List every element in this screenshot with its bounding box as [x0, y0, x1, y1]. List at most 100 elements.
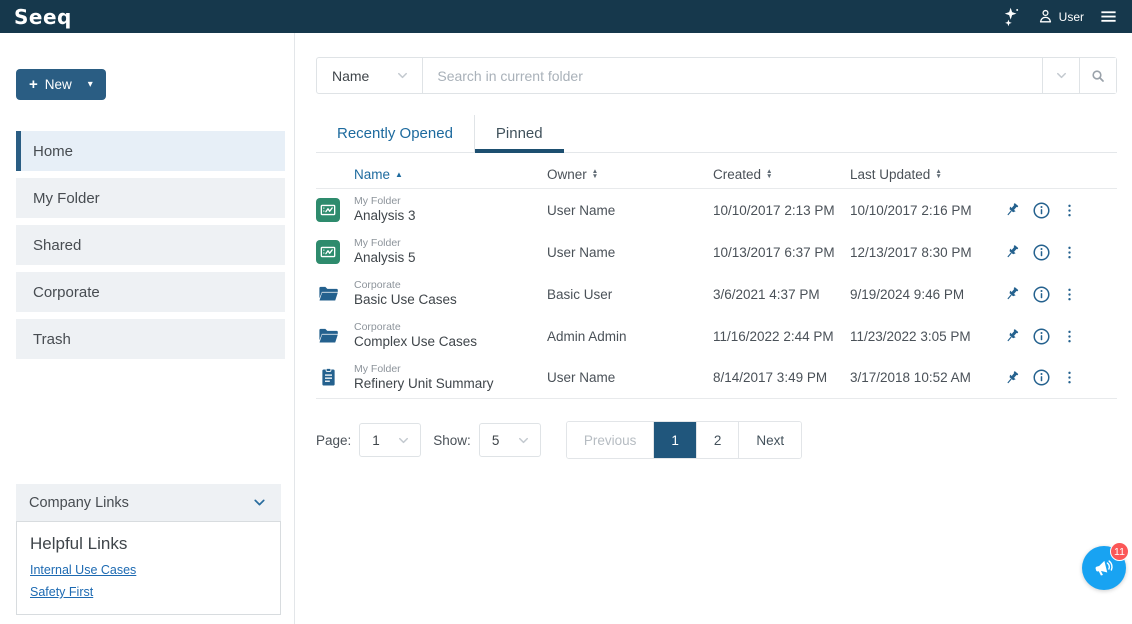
folder-icon [316, 324, 340, 348]
search-field-select[interactable]: Name [317, 58, 424, 93]
chevron-down-icon [395, 68, 410, 83]
ai-assistant-icon[interactable] [1001, 6, 1022, 27]
row-folder-label: My Folder [354, 195, 401, 207]
sidebar-item-home[interactable]: Home [16, 131, 285, 171]
tab-bar: Recently Opened Pinned [316, 115, 1117, 153]
sidebar-item-corporate[interactable]: Corporate [16, 272, 285, 312]
pagination-buttons: Previous 1 2 Next [565, 421, 803, 459]
chevron-down-icon [251, 494, 268, 511]
row-created: 3/6/2021 4:37 PM [713, 286, 820, 302]
kebab-menu-icon[interactable] [1062, 329, 1077, 344]
pin-icon[interactable] [1003, 201, 1021, 219]
new-button-label: New [44, 77, 72, 92]
search-icon [1090, 68, 1106, 84]
sidebar-item-my-folder[interactable]: My Folder [16, 178, 285, 218]
table-header: Name ▲ Owner ▲ ▼ Created ▲ ▼ Last Updated … [316, 160, 1117, 189]
topic-document-icon [316, 366, 340, 390]
info-icon[interactable] [1032, 201, 1051, 220]
column-header-owner[interactable]: Owner ▲ ▼ [547, 166, 599, 182]
plus-icon: + [29, 76, 38, 93]
main-content: Name Recently Opened Pinned Name ▲ [296, 33, 1132, 624]
row-folder-label: My Folder [354, 362, 401, 375]
helpful-links-box: Helpful Links Internal Use Cases Safety … [16, 521, 281, 615]
seeq-logo[interactable]: Seeq [14, 4, 72, 29]
kebab-menu-icon[interactable] [1062, 287, 1077, 302]
search-field-value: Name [332, 67, 370, 84]
row-owner: User Name [547, 370, 616, 385]
row-folder-label: Corporate [354, 321, 401, 333]
documents-table: Name ▲ Owner ▲ ▼ Created ▲ ▼ Last Updated … [316, 160, 1117, 399]
search-history-button[interactable] [1042, 58, 1079, 93]
row-name-link[interactable]: Basic Use Cases [354, 292, 457, 308]
user-menu-label: User [1058, 9, 1084, 24]
table-row[interactable]: Corporate Complex Use Cases Admin Admin … [316, 315, 1117, 357]
tab-recently-opened[interactable]: Recently Opened [337, 125, 453, 142]
company-links-section: Company Links Helpful Links Internal Use… [16, 484, 281, 615]
chevron-down-icon [396, 433, 411, 448]
search-bar: Name [316, 57, 1117, 94]
search-button[interactable] [1079, 58, 1116, 93]
sort-ascending-icon: ▲ [395, 169, 403, 179]
analysis-icon [316, 198, 340, 222]
previous-page-button[interactable]: Previous [566, 422, 655, 458]
megaphone-icon [1093, 557, 1116, 580]
row-updated: 3/17/2018 10:52 AM [850, 370, 971, 385]
page-select[interactable]: 1 [359, 423, 422, 457]
info-icon[interactable] [1032, 368, 1051, 387]
link-safety-first[interactable]: Safety First [30, 585, 94, 599]
new-button[interactable]: + New ▾ [16, 69, 106, 100]
kebab-menu-icon[interactable] [1062, 370, 1077, 385]
column-header-last-updated[interactable]: Last Updated ▲ ▼ [850, 166, 942, 182]
notification-badge: 11 [1110, 542, 1129, 561]
row-name-link[interactable]: Complex Use Cases [354, 334, 478, 350]
sort-icon: ▲ ▼ [935, 168, 942, 180]
next-page-button[interactable]: Next [739, 422, 802, 458]
sidebar-item-shared[interactable]: Shared [16, 225, 285, 265]
topbar: Seeq User [0, 0, 1132, 33]
user-icon [1037, 8, 1054, 25]
pin-icon[interactable] [1003, 327, 1021, 345]
table-row[interactable]: My Folder Analysis 5 User Name 10/13/201… [316, 231, 1117, 273]
link-internal-use-cases[interactable]: Internal Use Cases [30, 563, 137, 577]
announcements-button[interactable]: 11 [1082, 542, 1129, 590]
table-row[interactable]: My Folder Analysis 3 User Name 10/10/201… [316, 189, 1117, 231]
pin-icon[interactable] [1003, 369, 1021, 387]
row-owner: User Name [547, 244, 616, 260]
row-name-link[interactable]: Analysis 3 [354, 208, 416, 224]
table-row[interactable]: Corporate Basic Use Cases Basic User 3/6… [316, 273, 1117, 315]
kebab-menu-icon[interactable] [1062, 203, 1077, 218]
row-folder-label: My Folder [354, 237, 401, 249]
sidebar: + New ▾ Home My Folder Shared Corporate … [0, 33, 295, 624]
row-owner: User Name [547, 202, 616, 218]
page-1-button[interactable]: 1 [654, 422, 697, 458]
row-updated: 10/10/2017 2:16 PM [850, 202, 972, 218]
search-input[interactable] [423, 58, 1042, 93]
sidebar-item-trash[interactable]: Trash [16, 319, 285, 359]
sort-icon: ▲ ▼ [766, 168, 773, 180]
chevron-down-icon [516, 433, 531, 448]
kebab-menu-icon[interactable] [1062, 245, 1077, 260]
hamburger-menu-icon[interactable] [1099, 7, 1118, 26]
pagination: Page: 1 Show: 5 Previous 1 2 Next [316, 421, 1117, 459]
page-select-value: 1 [372, 432, 380, 448]
show-select[interactable]: 5 [478, 423, 541, 457]
page-2-button[interactable]: 2 [696, 422, 740, 458]
topbar-actions: User [1001, 6, 1118, 27]
pin-icon[interactable] [1003, 285, 1021, 303]
row-name-link[interactable]: Analysis 5 [354, 250, 416, 266]
chevron-down-icon [1054, 68, 1069, 83]
user-menu[interactable]: User [1037, 8, 1084, 25]
column-header-created[interactable]: Created ▲ ▼ [713, 166, 773, 182]
info-icon[interactable] [1032, 285, 1051, 304]
row-updated: 11/23/2022 3:05 PM [850, 328, 971, 344]
info-icon[interactable] [1032, 243, 1051, 262]
company-links-header[interactable]: Company Links [16, 484, 281, 521]
tab-pinned[interactable]: Pinned [473, 115, 564, 153]
column-header-name[interactable]: Name ▲ [354, 166, 403, 182]
pin-icon[interactable] [1003, 243, 1021, 261]
company-links-label: Company Links [29, 494, 129, 511]
info-icon[interactable] [1032, 327, 1051, 346]
row-owner: Basic User [547, 286, 613, 302]
row-name-link[interactable]: Refinery Unit Summary [354, 375, 494, 391]
table-row[interactable]: My Folder Refinery Unit Summary User Nam… [316, 357, 1117, 399]
